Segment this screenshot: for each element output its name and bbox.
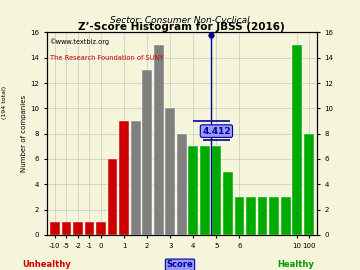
Title: Z’-Score Histogram for JBSS (2016): Z’-Score Histogram for JBSS (2016)	[78, 22, 285, 32]
Text: Healthy: Healthy	[277, 260, 314, 269]
Bar	[269, 197, 279, 235]
Bar	[188, 146, 198, 235]
Y-axis label: Number of companies: Number of companies	[21, 95, 27, 172]
Text: The Research Foundation of SUNY: The Research Foundation of SUNY	[50, 55, 163, 61]
Bar	[304, 134, 314, 235]
Text: Sector: Consumer Non-Cyclical: Sector: Consumer Non-Cyclical	[110, 16, 250, 25]
Text: 4.412: 4.412	[202, 127, 231, 136]
Bar	[142, 70, 152, 235]
Text: Unhealthy: Unhealthy	[22, 260, 71, 269]
Bar	[165, 108, 175, 235]
Bar	[108, 159, 117, 235]
Bar	[281, 197, 291, 235]
Text: (194 total): (194 total)	[2, 86, 7, 119]
Bar	[212, 146, 221, 235]
Bar	[85, 222, 94, 235]
Bar	[292, 45, 302, 235]
Bar	[73, 222, 83, 235]
Bar	[200, 146, 210, 235]
Text: ©www.textbiz.org: ©www.textbiz.org	[50, 39, 110, 45]
Bar	[119, 121, 129, 235]
Bar	[258, 197, 267, 235]
Bar	[50, 222, 60, 235]
Bar	[235, 197, 244, 235]
Bar	[154, 45, 164, 235]
Bar	[177, 134, 187, 235]
Bar	[96, 222, 106, 235]
Bar	[246, 197, 256, 235]
Bar	[131, 121, 140, 235]
Bar	[223, 172, 233, 235]
Text: Score: Score	[167, 260, 193, 269]
Bar	[62, 222, 71, 235]
